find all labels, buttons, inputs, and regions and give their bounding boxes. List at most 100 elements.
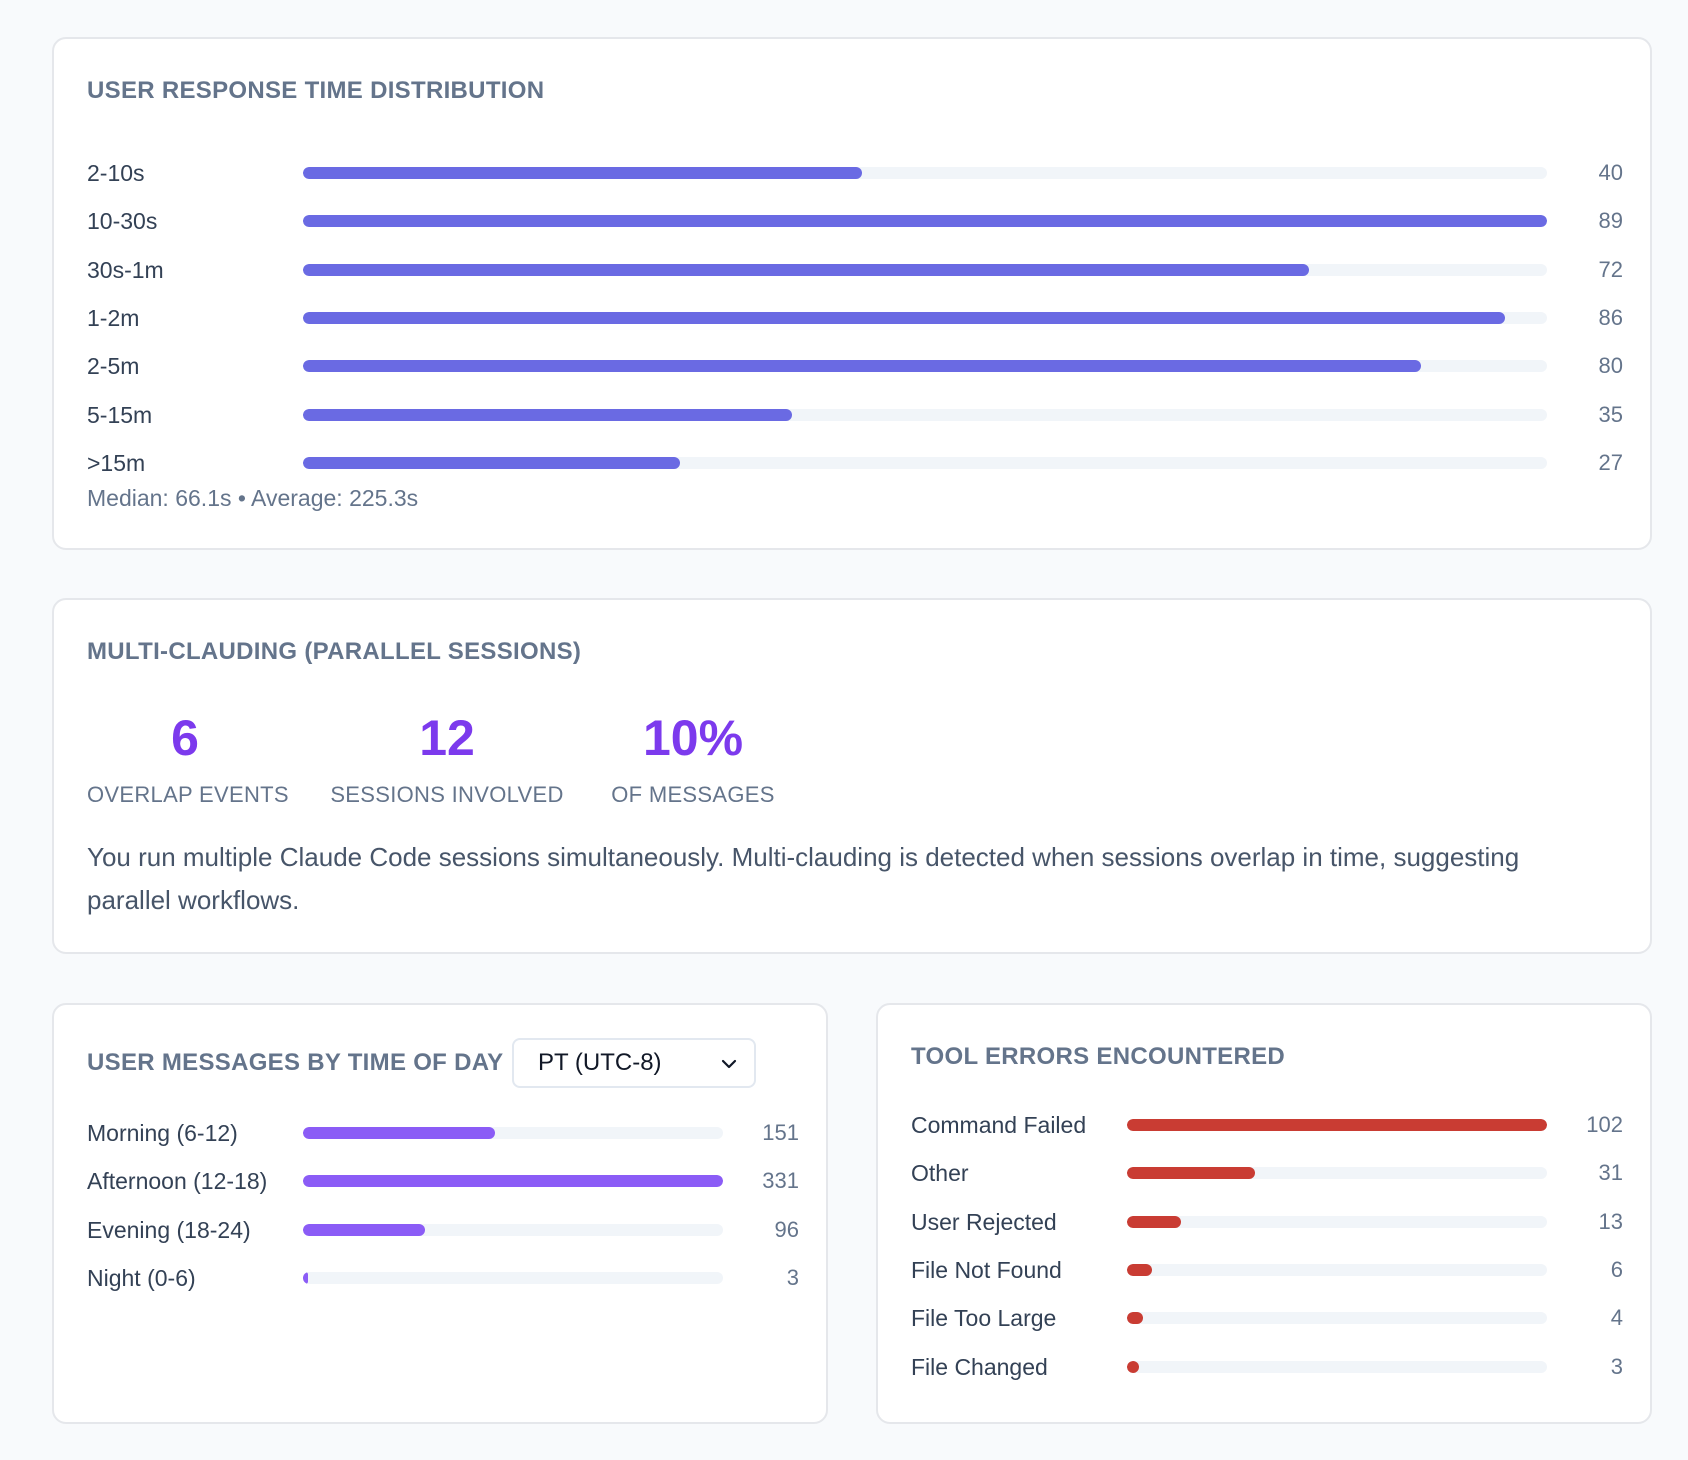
response-time-bar-fill (303, 408, 792, 421)
time-of-day-bar-track (303, 1175, 723, 1188)
time-of-day-label: Afternoon (12-18) (87, 1168, 268, 1195)
tool-errors-bar-fill (1127, 1312, 1143, 1325)
tool-errors-value: 13 (1598, 1208, 1623, 1234)
tool-errors-label: File Changed (911, 1353, 1048, 1380)
time-of-day-bar-fill (303, 1127, 495, 1139)
time-of-day-bar-track (303, 1271, 723, 1284)
response-time-value: 86 (1598, 304, 1623, 330)
tool-errors-bar-track (1127, 1119, 1547, 1131)
time-of-day-label: Night (0-6) (87, 1264, 196, 1291)
messages-share-label: OF MESSAGES (611, 782, 775, 807)
response-time-label: >15m (87, 449, 146, 476)
tool-errors-bar-fill (1127, 1167, 1255, 1180)
response-time-value: 89 (1598, 208, 1623, 234)
response-time-bar-track (303, 311, 1547, 324)
response-time-row-5-15m: 5-15m 35 (87, 395, 1623, 435)
tool-errors-bar-track (1127, 1312, 1547, 1325)
response-time-bar-fill (303, 167, 862, 179)
tool-errors-value: 3 (1610, 1353, 1623, 1379)
overlap-events-stat: 6 OVERLAP EVENTS (87, 708, 289, 808)
tool-errors-bars: Command Failed 102 Other 31 User Rejected 13 F… (911, 1105, 1623, 1405)
response-time-row-15m: >15m 27 (87, 443, 1623, 483)
time-of-day-card: USER MESSAGES BY TIME OF DAY PT (UTC-8) … (52, 1003, 828, 1424)
response-time-row-2-5m: 2-5m 80 (87, 346, 1623, 386)
time-of-day-title: USER MESSAGES BY TIME OF DAY (87, 1049, 504, 1076)
time-of-day-bar-fill (303, 1271, 308, 1284)
tool-errors-row-file-too-large: File Too Large 4 (911, 1298, 1623, 1338)
chevron-down-icon (721, 1059, 737, 1069)
overlap-events-value: 6 (171, 710, 199, 766)
time-of-day-label: Evening (18-24) (87, 1216, 251, 1243)
response-time-summary: Median: 66.1s • Average: 225.3s (87, 485, 419, 511)
response-time-value: 27 (1598, 449, 1623, 475)
response-time-bar-track (303, 215, 1547, 228)
tool-errors-row-file-changed: File Changed 3 (911, 1347, 1623, 1387)
time-of-day-bar-track (303, 1223, 723, 1236)
response-time-bar-fill (303, 311, 1505, 324)
response-time-label: 10-30s (87, 208, 158, 235)
messages-share-value: 10% (642, 710, 744, 766)
response-time-bar-track (303, 263, 1547, 276)
time-of-day-bar-fill (303, 1223, 425, 1236)
overlap-events-label: OVERLAP EVENTS (87, 782, 289, 807)
tool-errors-bar-fill (1127, 1360, 1139, 1373)
multi-clauding-title: MULTI-CLAUDING (PARALLEL SESSIONS) (87, 638, 582, 665)
response-time-value: 35 (1598, 401, 1623, 427)
sessions-involved-value: 12 (419, 710, 475, 766)
response-time-bar-fill (303, 456, 680, 469)
response-time-value: 80 (1598, 353, 1623, 379)
time-of-day-value: 151 (762, 1120, 799, 1145)
time-of-day-row-afternoon-12-18: Afternoon (12-18) 331 (87, 1161, 799, 1201)
response-time-value: 72 (1598, 256, 1623, 282)
response-time-bar-fill (303, 215, 1547, 228)
time-of-day-row-morning-6-12: Morning (6-12) 151 (87, 1113, 799, 1153)
tool-errors-title: TOOL ERRORS ENCOUNTERED (911, 1043, 1286, 1070)
response-time-bar-track (303, 360, 1547, 373)
timezone-select[interactable]: PT (UTC-8) (512, 1038, 756, 1088)
time-of-day-bar-fill (303, 1175, 723, 1188)
tool-errors-label: File Too Large (911, 1305, 1057, 1332)
tool-errors-bar-fill (1127, 1215, 1181, 1228)
tool-errors-bar-track (1127, 1167, 1547, 1180)
response-time-bar-fill (303, 360, 1421, 373)
time-of-day-value: 96 (774, 1216, 799, 1242)
multi-clauding-description: You run multiple Claude Code sessions si… (87, 842, 1520, 915)
response-time-bar-track (303, 167, 1547, 179)
response-time-row-2-10s: 2-10s 40 (87, 153, 1623, 193)
sessions-involved-stat: 12 SESSIONS INVOLVED (327, 708, 567, 808)
time-of-day-bar-track (303, 1127, 723, 1139)
timezone-select-value: PT (UTC-8) (538, 1049, 662, 1076)
tool-errors-card: TOOL ERRORS ENCOUNTERED Command Failed 10… (876, 1003, 1652, 1424)
response-time-bar-track (303, 456, 1547, 469)
tool-errors-bar-fill (1127, 1263, 1152, 1276)
response-time-bars: 2-10s 40 10-30s 89 30s-1m 72 1-2m 86 2-5m 80 5-15m… (87, 153, 1623, 476)
response-time-label: 2-10s (87, 160, 145, 186)
response-time-card: USER RESPONSE TIME DISTRIBUTION 2-10s 40 1… (52, 37, 1652, 550)
time-of-day-label: Morning (6-12) (87, 1120, 238, 1146)
response-time-label: 1-2m (87, 304, 140, 331)
tool-errors-bar-track (1127, 1263, 1547, 1276)
tool-errors-row-other: Other 31 (911, 1153, 1623, 1193)
tool-errors-bar-fill (1127, 1119, 1547, 1131)
tool-errors-label: Command Failed (911, 1112, 1087, 1138)
tool-errors-bar-track (1127, 1360, 1547, 1373)
tool-errors-value: 6 (1610, 1256, 1623, 1282)
tool-errors-row-command-failed: Command Failed 102 (911, 1105, 1623, 1145)
time-of-day-bars: Morning (6-12) 151 Afternoon (12-18) 331 Eve… (87, 1113, 799, 1313)
response-time-label: 30s-1m (87, 256, 164, 283)
tool-errors-label: User Rejected (911, 1208, 1057, 1235)
response-time-label: 2-5m (87, 353, 140, 380)
tool-errors-bar-track (1127, 1215, 1547, 1228)
messages-share-stat: 10% OF MESSAGES (601, 708, 785, 808)
response-time-row-30s-1m: 30s-1m 72 (87, 250, 1623, 290)
tool-errors-row-user-rejected: User Rejected 13 (911, 1202, 1623, 1242)
response-time-row-1-2m: 1-2m 86 (87, 298, 1623, 338)
response-time-title: USER RESPONSE TIME DISTRIBUTION (87, 77, 545, 104)
tool-errors-value: 31 (1598, 1160, 1623, 1186)
time-of-day-value: 331 (762, 1168, 799, 1194)
response-time-bar-track (303, 408, 1547, 421)
tool-errors-label: Other (911, 1160, 969, 1187)
multi-clauding-card: MULTI-CLAUDING (PARALLEL SESSIONS) 6 OVE… (52, 598, 1652, 954)
response-time-value: 40 (1598, 160, 1623, 185)
